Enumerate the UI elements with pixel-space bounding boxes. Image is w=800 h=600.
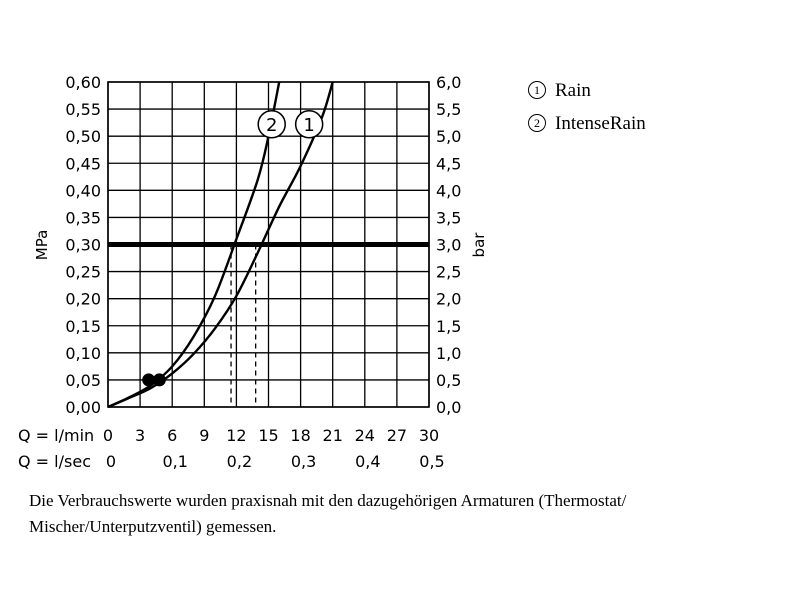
y-left-tick-label: 0,40: [65, 181, 101, 200]
y-right-tick-label: 6,0: [436, 73, 461, 92]
curve-dot: [152, 373, 166, 387]
y-right-tick-label: 1,0: [436, 344, 461, 363]
legend-label-1: Rain: [555, 80, 591, 101]
y-right-tick-label: 4,5: [436, 154, 461, 173]
x-lmin-tick-label: 21: [323, 426, 343, 445]
x-lsec-tick-label: 0,5: [419, 452, 444, 471]
y-left-tick-label: 0,00: [65, 398, 101, 417]
y-left-axis-label: MPa: [33, 230, 51, 261]
y-left-tick-label: 0,10: [65, 344, 101, 363]
consumption-note: Die Verbrauchswerte wurden praxisnah mit…: [29, 491, 627, 536]
series-marker-label: 2: [266, 115, 277, 136]
x-lsec-tick-label: 0,3: [291, 452, 316, 471]
legend-marker-2: 2: [528, 114, 546, 132]
pressure-flow-chart: 0,00 0,05 0,10 0,15 0,20 0,25 0,30 0,35 0,40 0,45…: [18, 73, 488, 471]
x-lsec-tick-label: 0: [106, 452, 116, 471]
x-lmin-axis-label: Q = l/min: [18, 426, 94, 445]
legend-label-2: IntenseRain: [555, 113, 646, 134]
x-lmin-tick-label: 18: [290, 426, 310, 445]
y-right-tick-label: 2,0: [436, 290, 461, 309]
y-left-tick-label: 0,25: [65, 263, 101, 282]
y-left-tick-label: 0,35: [65, 208, 101, 227]
y-right-tick-label: 3,5: [436, 208, 461, 227]
y-left-tick-label: 0,15: [65, 317, 101, 336]
y-left-tick-label: 0,60: [65, 73, 101, 92]
y-right-tick-label: 5,5: [436, 100, 461, 119]
series-marker-label: 1: [303, 115, 314, 136]
x-lsec-axis-label: Q = l/sec: [18, 452, 91, 471]
legend-item-1: 1 Rain: [528, 80, 591, 102]
x-lmin-tick-label: 3: [135, 426, 145, 445]
y-right-tick-label: 5,0: [436, 127, 461, 146]
y-left-tick-label: 0,55: [65, 100, 101, 119]
legend-item-2: 2 IntenseRain: [528, 113, 646, 135]
y-right-axis-label: bar: [470, 232, 488, 258]
y-left-tick-label: 0,45: [65, 154, 101, 173]
y-right-tick-label: 3,0: [436, 236, 461, 255]
y-right-tick-label: 0,0: [436, 398, 461, 417]
series-marker-circle: [257, 110, 286, 139]
x-lmin-tick-label: 12: [226, 426, 246, 445]
y-right-tick-label: 4,0: [436, 181, 461, 200]
y-left-tick-label: 0,50: [65, 127, 101, 146]
y-right-tick-label: 2,5: [436, 263, 461, 282]
x-lmin-tick-label: 27: [387, 426, 407, 445]
x-lsec-tick-label: 0,1: [162, 452, 187, 471]
legend-marker-1: 1: [528, 81, 546, 99]
x-lmin-tick-label: 24: [355, 426, 375, 445]
curve-dot: [142, 373, 156, 387]
x-lsec-tick-label: 0,4: [355, 452, 380, 471]
y-right-tick-label: 0,5: [436, 371, 461, 390]
chart-svg: 0,000,050,100,150,200,250,300,350,400,45…: [18, 73, 488, 471]
y-left-tick-label: 0,05: [65, 371, 101, 390]
series-curve: [107, 81, 281, 409]
series-curve: [107, 81, 334, 409]
x-lmin-tick-label: 0: [103, 426, 113, 445]
y-left-tick-label: 0,20: [65, 290, 101, 309]
x-lmin-tick-label: 30: [419, 426, 439, 445]
x-lmin-tick-label: 6: [167, 426, 177, 445]
y-left-tick-label: 0,30: [65, 236, 101, 255]
x-lmin-tick-label: 15: [258, 426, 278, 445]
series-marker-circle: [294, 110, 324, 139]
y-right-tick-label: 1,5: [436, 317, 461, 336]
x-lsec-tick-label: 0,2: [227, 452, 252, 471]
x-lmin-tick-label: 9: [199, 426, 209, 445]
